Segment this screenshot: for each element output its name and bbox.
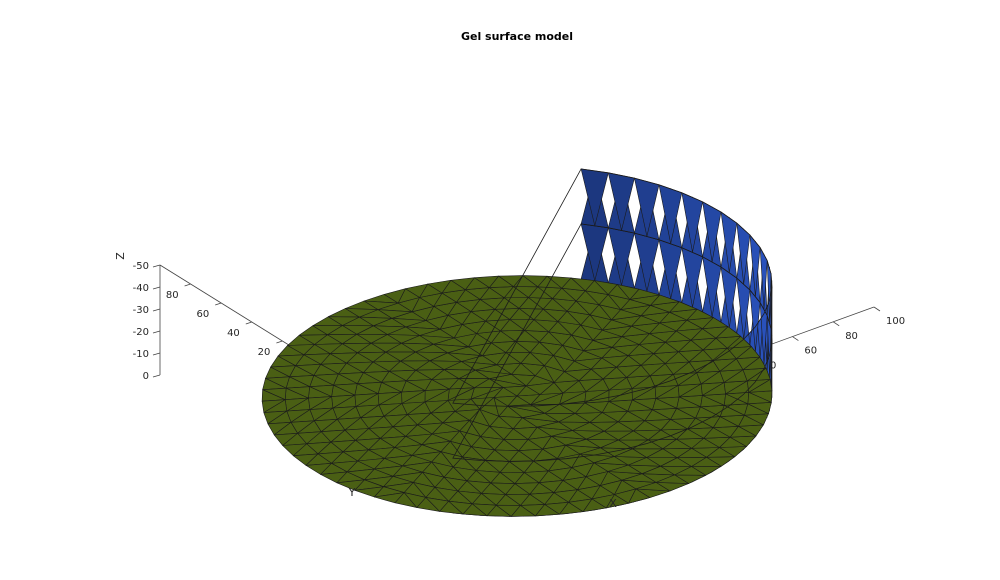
y-tick-mark — [215, 302, 222, 306]
gel-cylinder — [261, 168, 773, 517]
x-tick-mark — [832, 321, 840, 327]
z-tick-label: -50 — [133, 261, 149, 272]
z-tick-label: -30 — [133, 305, 149, 316]
chart-title: Gel surface model — [461, 30, 573, 43]
top-facet — [601, 355, 629, 368]
bottom-rim — [452, 168, 773, 407]
y-tick-label: 80 — [166, 290, 179, 301]
side-seam — [452, 223, 773, 462]
z-tick-label: -20 — [133, 327, 149, 338]
top-facet — [564, 368, 592, 381]
top-facet — [675, 328, 703, 341]
z-tick-mark — [152, 286, 161, 290]
top-surface — [261, 275, 773, 517]
top-facet — [525, 382, 555, 395]
z-tick-label: -10 — [133, 349, 149, 360]
z-axis-label: Z — [114, 252, 127, 260]
top-facet — [638, 341, 666, 354]
y-tick-label: 60 — [196, 309, 209, 320]
x-axis-label: X — [609, 497, 617, 510]
z-tick-mark — [152, 374, 161, 378]
x-tick-label: 100 — [886, 316, 905, 327]
z-tick-mark — [152, 330, 161, 334]
z-tick-mark — [152, 352, 161, 356]
z-tick-label: 0 — [143, 371, 149, 382]
y-tick-mark — [245, 321, 252, 325]
x-tick-mark — [873, 306, 881, 312]
z-tick-label: -40 — [133, 283, 149, 294]
z-tick-mark — [152, 308, 161, 312]
y-tick-mark — [184, 283, 191, 287]
x-tick-label: 80 — [845, 331, 858, 342]
y-axis-label: Y — [348, 486, 356, 499]
x-tick-label: 60 — [804, 346, 817, 357]
y-tick-label: 40 — [227, 328, 240, 339]
x-tick-mark — [792, 336, 799, 341]
y-tick-mark — [276, 340, 283, 344]
y-tick-label: 20 — [258, 347, 271, 358]
z-tick-mark — [152, 264, 161, 268]
top-facet — [702, 317, 729, 330]
